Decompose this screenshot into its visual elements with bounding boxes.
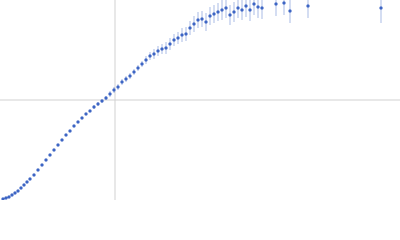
data-point xyxy=(196,18,200,22)
data-point xyxy=(152,52,156,56)
data-point xyxy=(224,6,228,10)
data-point xyxy=(88,109,92,113)
data-point xyxy=(100,99,104,103)
data-point xyxy=(19,186,23,190)
data-point xyxy=(25,180,29,184)
data-point xyxy=(192,22,196,26)
data-point xyxy=(232,10,236,14)
data-point xyxy=(184,32,188,36)
data-point xyxy=(208,14,212,18)
data-point xyxy=(80,116,84,120)
data-point xyxy=(236,6,240,10)
data-point xyxy=(240,8,244,12)
data-point xyxy=(228,13,232,17)
data-point xyxy=(132,70,136,74)
data-point xyxy=(244,4,248,8)
data-point xyxy=(128,74,132,78)
data-point xyxy=(72,124,76,128)
data-point xyxy=(48,153,52,157)
data-point xyxy=(7,195,11,199)
data-point xyxy=(1,197,5,200)
data-point xyxy=(16,189,20,193)
data-point xyxy=(32,173,36,177)
data-point xyxy=(288,9,292,13)
data-point xyxy=(96,102,100,106)
data-point xyxy=(140,62,144,66)
chart xyxy=(0,0,400,200)
data-point xyxy=(282,1,286,5)
data-point xyxy=(274,2,278,6)
data-point xyxy=(148,54,152,58)
data-point xyxy=(40,163,44,167)
data-point xyxy=(379,6,383,10)
data-point xyxy=(156,49,160,53)
data-point xyxy=(144,58,148,62)
data-point xyxy=(60,138,64,142)
data-point xyxy=(68,129,72,133)
data-point xyxy=(256,5,260,9)
data-point xyxy=(112,88,116,92)
data-point xyxy=(22,183,26,187)
data-point xyxy=(306,4,310,8)
data-point xyxy=(120,80,124,84)
data-point xyxy=(56,143,60,147)
data-point xyxy=(248,8,252,12)
data-point xyxy=(4,196,8,200)
data-point xyxy=(92,105,96,109)
data-point xyxy=(164,46,168,50)
data-point xyxy=(44,158,48,162)
data-point xyxy=(216,10,220,14)
data-point xyxy=(108,92,112,96)
data-point xyxy=(168,42,172,46)
data-point xyxy=(76,120,80,124)
data-point xyxy=(28,177,32,181)
data-point xyxy=(260,6,264,10)
data-point xyxy=(10,193,14,197)
data-point xyxy=(84,112,88,116)
data-point xyxy=(136,66,140,70)
data-point xyxy=(116,85,120,89)
data-point xyxy=(104,96,108,100)
data-point xyxy=(52,148,56,152)
data-point xyxy=(252,2,256,6)
data-point xyxy=(176,36,180,40)
data-point xyxy=(124,77,128,81)
data-point xyxy=(188,26,192,30)
data-point xyxy=(200,17,204,21)
data-point xyxy=(36,168,40,172)
data-point xyxy=(64,133,68,137)
data-point xyxy=(180,33,184,37)
data-point xyxy=(160,47,164,51)
data-point xyxy=(220,8,224,12)
data-point xyxy=(13,191,17,195)
data-point xyxy=(204,20,208,24)
data-point xyxy=(212,12,216,16)
data-point xyxy=(172,38,176,42)
